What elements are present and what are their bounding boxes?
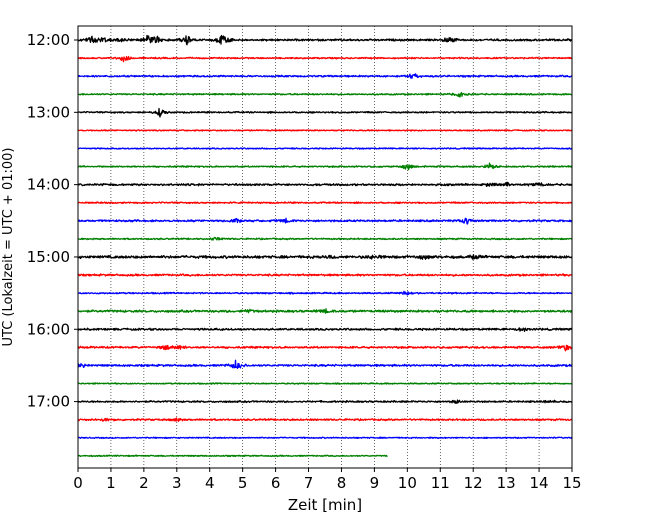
x-tick-label: 12: [464, 474, 483, 492]
x-tick-label: 2: [139, 474, 149, 492]
x-axis-ticks: 0 1 2 3 4 5 6 7 8 9 10 11 12 13 14 15: [73, 468, 582, 492]
y-tick-label: 15:00: [27, 248, 70, 266]
trace-1600: [77, 327, 573, 332]
x-tick-label: 9: [370, 474, 380, 492]
trace-1545: [77, 308, 573, 314]
x-tick-label: 10: [398, 474, 417, 492]
trace-1345: [77, 162, 573, 171]
x-tick-label: 13: [497, 474, 516, 492]
seismic-traces: [77, 34, 573, 458]
x-tick-label: 15: [562, 474, 581, 492]
trace-1645: [77, 382, 573, 385]
x-tick-label: 5: [238, 474, 248, 492]
trace-1630: [77, 359, 573, 370]
trace-1300: [77, 107, 573, 118]
trace-1515: [77, 273, 573, 277]
trace-1430: [77, 217, 573, 225]
y-tick-label: 13:00: [27, 103, 70, 121]
trace-1230: [77, 73, 573, 79]
y-tick-label: 14:00: [27, 176, 70, 194]
trace-1400: [77, 181, 573, 188]
y-tick-label: 16:00: [27, 320, 70, 338]
x-tick-label: 3: [172, 474, 182, 492]
x-tick-label: 8: [337, 474, 347, 492]
x-tick-label: 4: [205, 474, 215, 492]
trace-1530: [77, 290, 573, 296]
trace-1445: [77, 236, 573, 241]
x-tick-label: 6: [271, 474, 281, 492]
x-tick-label: 11: [431, 474, 450, 492]
x-tick-label: 0: [73, 474, 83, 492]
trace-1730: [77, 436, 573, 440]
x-tick-label: 7: [304, 474, 314, 492]
y-axis-title: UTC (Lokalzeit = UTC + 01:00): [1, 148, 16, 347]
trace-1745: [77, 454, 388, 458]
trace-1330: [77, 147, 573, 150]
y-axis-ticks: 12:00 13:00 14:00 15:00 16:00 17:00: [27, 31, 78, 411]
x-tick-label: 14: [530, 474, 549, 492]
trace-1200: [77, 34, 573, 46]
trace-1215: [77, 55, 573, 63]
trace-1315: [77, 129, 573, 132]
y-tick-label: 17:00: [27, 393, 70, 411]
trace-1500: [77, 254, 573, 260]
y-tick-label: 12:00: [27, 31, 70, 49]
trace-1715: [77, 417, 573, 423]
trace-1245: [77, 91, 573, 98]
trace-1615: [77, 344, 573, 352]
trace-1700: [77, 399, 573, 404]
x-tick-label: 1: [106, 474, 116, 492]
plot-frame: [77, 25, 573, 469]
trace-1415: [77, 201, 573, 205]
x-axis-title: Zeit [min]: [288, 496, 362, 514]
